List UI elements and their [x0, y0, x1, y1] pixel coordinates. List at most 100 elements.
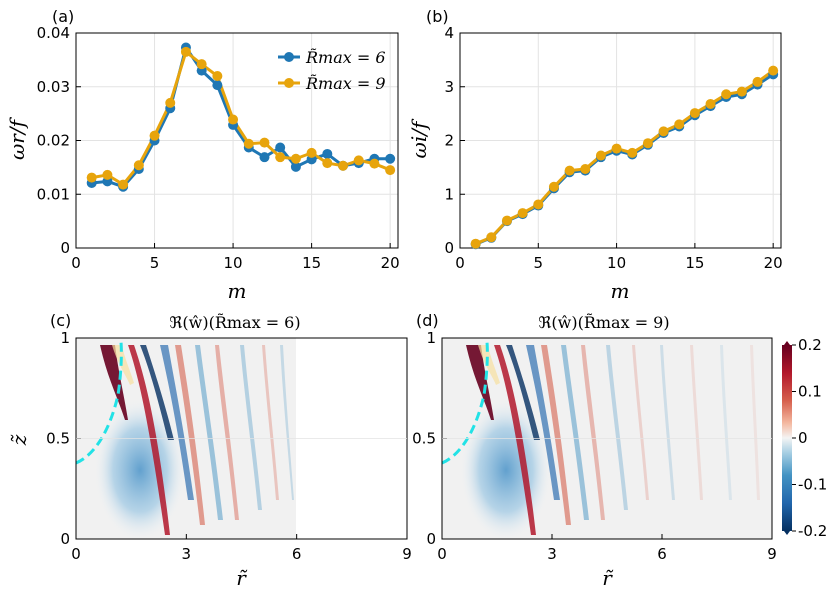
ytick-label: 0.04: [37, 24, 70, 42]
xtick-label: 0: [455, 254, 465, 272]
data-point-s2: [705, 98, 716, 109]
data-point-s2: [133, 160, 144, 171]
field-red-band3-d: [581, 345, 605, 520]
xtick-label: 6: [657, 545, 667, 563]
field-blue-band6-d: [720, 345, 732, 500]
field-blue-band2-d: [526, 345, 560, 500]
ytick-label: 1: [60, 329, 70, 347]
data-point-s2: [180, 46, 191, 57]
field-light-core-c: [112, 345, 134, 385]
field-red-band2-c: [175, 345, 205, 525]
ytick-label: 0: [426, 530, 436, 548]
colorbar-tick-label: -0.2: [798, 522, 827, 540]
data-point-s2: [501, 215, 512, 226]
data-point-s2: [533, 199, 544, 210]
title-d: ℜ(ŵ)(R̃max = 9): [538, 313, 669, 332]
data-point-s1: [385, 153, 396, 164]
data-point-s2: [306, 147, 317, 158]
panel-b: (b) 0 5 10 15 20 0 1 2 3 4 m ωi/f: [407, 7, 783, 303]
data-point-s1: [322, 148, 333, 159]
field-red-band4-c: [262, 345, 279, 500]
ytick-label: 4: [444, 24, 454, 42]
xtick-label: 20: [381, 254, 400, 272]
data-point-s2: [768, 65, 779, 76]
field-blue-band1-d: [506, 345, 540, 440]
field-blob-d: [461, 400, 551, 539]
field-blue-band4-d: [606, 345, 628, 510]
data-point-s2: [243, 138, 254, 149]
series-a: [86, 42, 396, 192]
field-blue-band5-c: [280, 345, 294, 500]
colorbar: 0.2 0.1 0 -0.1 -0.2: [782, 336, 827, 540]
data-point-s2: [86, 172, 97, 183]
data-point-s2: [196, 59, 207, 70]
ylabel-b: ωi/f: [407, 118, 431, 158]
overlay-curve-c: [75, 341, 123, 465]
field-red-band5-d: [690, 345, 703, 500]
data-point-s2: [689, 108, 700, 119]
ticks-d: 0 3 6 9 0 0.5 1: [412, 329, 777, 563]
field-red-band1-d: [494, 345, 536, 535]
data-point-s2: [752, 76, 763, 87]
data-point-s1: [259, 152, 270, 163]
xtick-label: 5: [534, 254, 544, 272]
data-point-s2: [259, 137, 270, 148]
field-red-band3-c: [215, 345, 239, 520]
data-point-s2: [486, 232, 497, 243]
colorbar-ticks: 0.2 0.1 0 -0.1 -0.2: [792, 336, 827, 540]
overlay-curve-d: [441, 341, 489, 465]
panel-label-d: (d): [416, 311, 439, 330]
data-point-s2: [548, 181, 559, 192]
ytick-label: 0: [444, 239, 454, 257]
xtick-label: 0: [71, 545, 81, 563]
field-light-core-d: [478, 345, 500, 385]
field-blue-band5-d: [660, 345, 675, 500]
field-blue-band2-c: [160, 345, 194, 500]
ytick-label: 0: [60, 239, 70, 257]
field-blob-c: [95, 400, 185, 539]
data-point-s2: [165, 97, 176, 108]
data-point-s1: [275, 142, 286, 153]
colorbar-tick-label: 0.2: [798, 336, 822, 354]
xlabel-a: m: [228, 279, 247, 303]
ytick-label: 1: [444, 185, 454, 203]
colorbar-tick-label: 0.1: [798, 383, 822, 401]
ytick-label: 1: [426, 329, 436, 347]
data-point-s2: [118, 179, 129, 190]
ylabel-a: ωr/f: [5, 116, 29, 160]
xtick-label: 5: [150, 254, 160, 272]
ytick-label: 3: [444, 78, 454, 96]
field-red-band6-d: [750, 345, 760, 500]
panel-c: (c) ℜ(ŵ)(R̃max = 6) 0 3 6 9 0 0.5 1 r̃ z̃: [7, 311, 412, 590]
field-red-core-c: [100, 345, 128, 420]
ytick-label: 2: [444, 132, 454, 150]
data-point-s2: [212, 71, 223, 81]
data-point-s2: [611, 143, 622, 154]
data-point-s2: [721, 89, 732, 100]
xtick-label: 6: [292, 545, 302, 563]
field-red-band4-d: [632, 345, 649, 500]
xtick-label: 10: [224, 254, 243, 272]
data-point-s2: [470, 238, 481, 249]
data-point-s2: [275, 152, 286, 163]
data-point-s2: [290, 153, 301, 164]
data-point-s2: [627, 147, 638, 158]
field-red-band2-d: [541, 345, 571, 525]
colorbar-tick-label: 0: [798, 429, 808, 447]
ticks-b: 0 5 10 15 20 0 1 2 3 4: [444, 24, 782, 272]
ytick-label: 0.02: [37, 132, 70, 150]
data-point-s2: [353, 155, 364, 166]
xlabel-c: r̃: [236, 566, 248, 590]
colorbar-gradient: [782, 345, 792, 531]
data-point-s2: [564, 165, 575, 176]
title-c: ℜ(ŵ)(R̃max = 6): [169, 313, 300, 332]
xtick-label: 0: [437, 545, 447, 563]
xtick-label: 3: [182, 545, 192, 563]
ticks-a: 0 5 10 15 20 0 0.01 0.02 0.03 0.04: [37, 24, 400, 272]
ytick-label: 0.5: [412, 430, 436, 448]
data-point-s2: [338, 160, 349, 171]
data-point-s2: [642, 138, 653, 149]
field-blue-band4-c: [240, 345, 262, 510]
xtick-label: 10: [607, 254, 626, 272]
